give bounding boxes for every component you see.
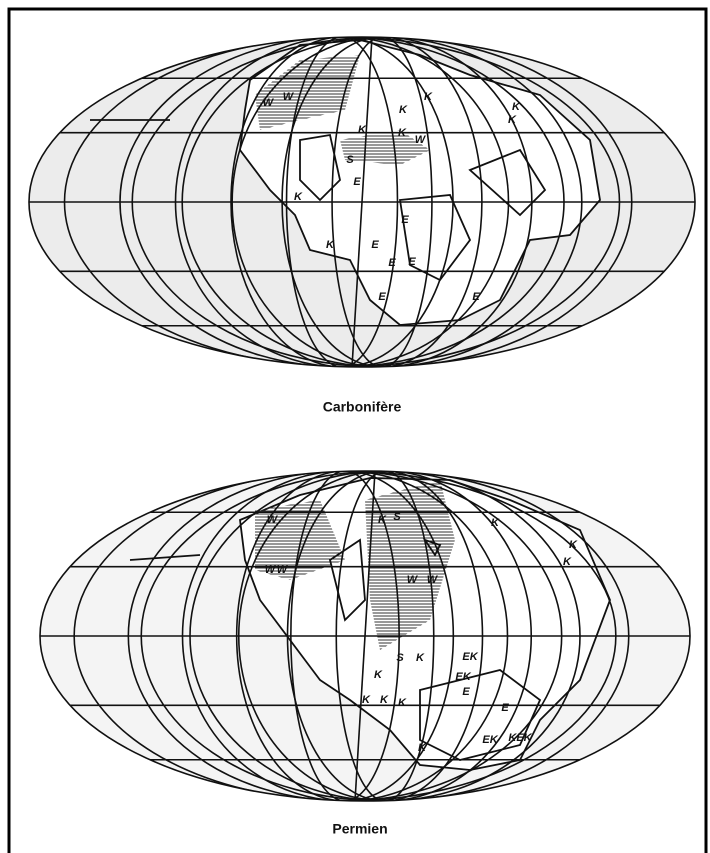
map-label: K [398,697,407,709]
map-label: K [418,742,427,754]
map-label: W [267,514,279,526]
map-label: K [399,104,408,116]
map-label: K [326,239,335,251]
map-label: E [408,256,416,268]
map-label: K [380,694,389,706]
map-label: E [371,239,379,251]
map-label: K [374,669,383,681]
figure: Carbonifère Permien WWKKKKWKSEKKEEEEEEKW… [0,0,710,853]
map-caption: Carbonifère [323,399,402,415]
map-label: K [378,514,387,526]
map-label: W [427,574,439,586]
map-label: K [294,191,303,203]
map-label: E [388,257,396,269]
map-label: K [491,517,500,529]
map-label: W [277,564,289,576]
map-label: K [398,127,407,139]
map-label: E [378,291,386,303]
map-label: E [462,686,470,698]
map-label: W [415,134,427,146]
page: Carbonifère Permien WWKKKKWKSEKKEEEEEEKW… [0,0,710,853]
map-label: S [346,154,354,166]
map-label: E [401,214,409,226]
map-label: W [263,97,275,109]
map-label: KEK [508,732,532,744]
map-label: E [501,702,509,714]
map-label: K [358,124,367,136]
map-label: W [265,564,277,576]
map-label: W [407,574,419,586]
map-label: S [393,511,401,523]
map-label: EK [462,651,478,663]
map-label: K [508,114,517,126]
map-label: EK [455,671,471,683]
map-caption: Permien [332,821,387,837]
map-label: K [569,539,578,551]
map-label: EK [482,734,498,746]
map-label: E [472,291,480,303]
map-label: K [362,694,371,706]
map-label: K [424,91,433,103]
map-label: K [563,556,572,568]
map-label: K [512,101,521,113]
map-label: K [416,652,425,664]
map-label: W [283,91,295,103]
map-label: S [396,652,404,664]
map-label: E [353,176,361,188]
